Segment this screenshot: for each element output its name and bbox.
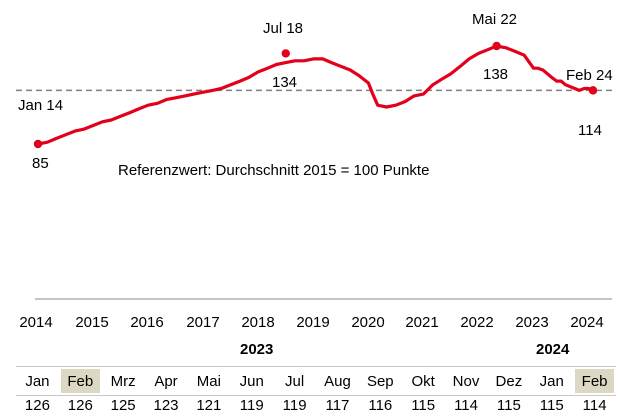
series-line: [37, 44, 594, 146]
month-cell: Apr: [154, 372, 178, 390]
month-cell: Mrz: [110, 372, 136, 390]
value-cell: 114: [582, 396, 607, 414]
x-tick-label: 2022: [460, 314, 493, 331]
x-tick-label: 2017: [186, 314, 219, 331]
x-tick-label: 2016: [130, 314, 163, 331]
month-cell: Jan: [539, 372, 564, 390]
value-cell: 126: [67, 396, 93, 414]
reference-note: Referenzwert: Durchschnitt 2015 = 100 Pu…: [118, 162, 429, 179]
value-cell: 119: [282, 396, 307, 414]
x-tick-label: 2023: [515, 314, 548, 331]
label-mai22-value: 138: [483, 66, 508, 83]
month-cell: Okt: [411, 372, 435, 390]
month-cell: Mai: [196, 372, 221, 390]
month-cell: Sep: [366, 372, 394, 390]
value-row: 126 126 125 123 121 119 119 117 116 115 114 115 115 1…: [16, 395, 616, 415]
year-label-2023: 2023: [240, 341, 274, 358]
month-cell: Jul: [284, 372, 305, 390]
month-cell: Aug: [324, 372, 351, 390]
x-tick-label: 2015: [75, 314, 108, 331]
month-cell: Dez: [495, 372, 523, 390]
label-jul18-value: 134: [272, 74, 297, 91]
value-cell: 126: [24, 396, 50, 414]
month-cell: Nov: [452, 372, 480, 390]
x-tick-label: 2018: [241, 314, 274, 331]
month-cell: Jun: [239, 372, 264, 390]
x-tick-label: 2020: [351, 314, 384, 331]
value-cell: 115: [539, 396, 564, 414]
x-tick-label: 2024: [570, 314, 603, 331]
label-feb24-period: Feb 24: [566, 67, 613, 84]
value-cell: 115: [496, 396, 521, 414]
month-cell: Feb: [575, 369, 615, 393]
x-tick-label: 2019: [296, 314, 329, 331]
label-jan14-period: Jan 14: [18, 97, 63, 114]
label-mai22-period: Mai 22: [472, 11, 517, 28]
x-tick-label: 2021: [405, 314, 438, 331]
value-cell: 121: [196, 396, 222, 414]
month-cell: Jan: [25, 372, 50, 390]
year-label-2024: 2024: [536, 341, 570, 358]
value-cell: 125: [110, 396, 136, 414]
label-jul18-period: Jul 18: [263, 20, 303, 37]
value-cell: 115: [411, 396, 436, 414]
highlight-point-1: [281, 49, 290, 58]
line-chart: Jan 14 85 Jul 18 134 Mai 22 138 Feb 24 1…: [16, 11, 613, 331]
x-tick-label: 2014: [19, 314, 52, 331]
highlight-point-0: [33, 139, 43, 149]
label-feb24-value: 114: [578, 122, 602, 139]
month-row: Jan Feb Mrz Apr Mai Jun Jul Aug Sep Okt Nov Dez Jan F…: [16, 366, 616, 396]
value-cell: 123: [153, 396, 179, 414]
label-jan14-value: 85: [32, 155, 49, 172]
value-cell: 114: [454, 396, 478, 414]
value-cell: 119: [239, 396, 264, 414]
highlight-point-3: [588, 86, 598, 95]
value-cell: 116: [368, 396, 393, 414]
month-cell: Feb: [60, 369, 100, 393]
highlight-point-2: [492, 41, 501, 51]
value-cell: 117: [325, 396, 350, 414]
